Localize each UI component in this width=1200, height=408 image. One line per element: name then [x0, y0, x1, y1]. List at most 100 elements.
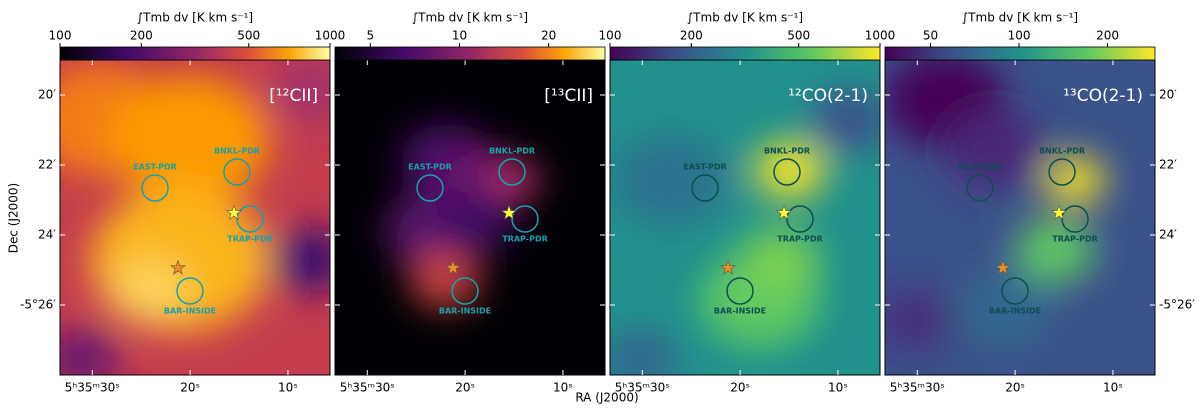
colorbar-label: ∫Tmb dv [K km s⁻¹] [137, 11, 253, 25]
emission [610, 132, 730, 228]
emission [1045, 156, 1105, 204]
region-circle [223, 158, 251, 186]
y-tick-label: 24′ [1159, 228, 1177, 242]
panel: ¹²CO(2-1) EAST-PDR BNKL-PDR TRAP-PDR BAR-INS… [609, 59, 881, 395]
y-tick-label: -5°26′ [20, 298, 56, 312]
colorbar [609, 46, 881, 61]
colorbar-tick-label: 200 [130, 29, 153, 43]
emission [885, 288, 955, 352]
x-tick-label: 10ˢ [1103, 381, 1123, 395]
emission [435, 188, 515, 252]
emission [490, 160, 540, 200]
panel-title: [¹³CII] [544, 86, 593, 106]
emission [410, 252, 480, 308]
star [1051, 204, 1067, 220]
y-tick-label: 22′ [38, 158, 56, 172]
colorbar-tick-label: 200 [1096, 29, 1119, 43]
colorbar-label: ∫Tmb dv [K km s⁻¹] [962, 11, 1078, 25]
emission [810, 88, 880, 152]
x-tick-label: 5ʰ35ᵐ30ˢ [65, 381, 120, 395]
region-label: EAST-PDR [133, 163, 177, 172]
image [610, 60, 880, 375]
region-label: BAR-INSIDE [439, 307, 491, 316]
x-tick-label: 10ˢ [278, 381, 298, 395]
region-circle [966, 174, 994, 202]
region-label: TRAP-PDR [227, 235, 273, 244]
region-circle [726, 277, 754, 305]
colorbar-label: ∫Tmb dv [K km s⁻¹] [412, 11, 528, 25]
emission [270, 228, 330, 292]
image [335, 60, 605, 375]
region-label: BNKL-PDR [214, 147, 260, 156]
star [445, 259, 461, 275]
region-circle [451, 277, 479, 305]
region-circle [498, 158, 526, 186]
y-tick-label: 20′ [1159, 88, 1177, 102]
colorbar-tick-label: 100 [599, 29, 622, 43]
region-circle [773, 158, 801, 186]
x-tick-label: 5ʰ35ᵐ30ˢ [615, 381, 670, 395]
colorbar-label: ∫Tmb dv [K km s⁻¹] [687, 11, 803, 25]
colorbar [59, 46, 331, 61]
emission [945, 110, 1045, 190]
region-circle [1001, 277, 1029, 305]
star [226, 204, 242, 220]
region-label: BAR-INSIDE [164, 307, 216, 316]
colorbar-tick-label: 100 [1008, 29, 1031, 43]
y-tick-label: 20′ [38, 88, 56, 102]
region-circle [416, 174, 444, 202]
emission [610, 328, 680, 375]
region-label: BAR-INSIDE [989, 307, 1041, 316]
x-tick-label: 5ʰ35ᵐ30ˢ [340, 381, 395, 395]
x-axis-label: RA (J2000) [575, 391, 638, 405]
image [885, 60, 1155, 375]
colorbar-tick-label: 50 [923, 29, 938, 43]
x-tick-label: 5ʰ35ᵐ30ˢ [890, 381, 945, 395]
star [501, 204, 517, 220]
region-label: EAST-PDR [408, 163, 452, 172]
colorbar-tick-label: 1000 [865, 29, 896, 43]
region-label: TRAP-PDR [1052, 235, 1098, 244]
region-circle [1061, 205, 1089, 233]
x-tick-label: 20ˢ [455, 381, 475, 395]
region-label: BNKL-PDR [764, 147, 810, 156]
emission [1015, 218, 1095, 282]
region-label: BAR-INSIDE [714, 307, 766, 316]
y-tick-label: -5°26′ [1159, 298, 1195, 312]
region-circle [176, 277, 204, 305]
region-label: TRAP-PDR [502, 235, 548, 244]
image [60, 60, 330, 375]
colorbar-tick-label: 500 [787, 29, 810, 43]
image-structure [60, 60, 330, 375]
emission [110, 76, 270, 204]
image-structure [610, 88, 880, 375]
region-circle [786, 205, 814, 233]
emission [955, 270, 1055, 350]
y-tick-label: 22′ [1159, 158, 1177, 172]
region-label: TRAP-PDR [777, 235, 823, 244]
star [170, 259, 186, 275]
y-tick-label: 24′ [38, 228, 56, 242]
colorbar-tick-label: 10 [452, 29, 467, 43]
y-axis-label: Dec (J2000) [7, 183, 21, 253]
x-tick-label: 20ˢ [1005, 381, 1025, 395]
region-circle [511, 205, 539, 233]
emission [755, 142, 825, 198]
panel: ¹³CO(2-1) EAST-PDR BNKL-PDR TRAP-PDR BAR-INS… [884, 59, 1195, 395]
panel: [¹³CII] EAST-PDR BNKL-PDR TRAP-PDR BAR-INSID… [334, 59, 606, 395]
colorbar-tick-label: 500 [237, 29, 260, 43]
panel-title: [¹²CII] [269, 86, 318, 106]
region-label: BNKL-PDR [1039, 147, 1085, 156]
star [776, 204, 792, 220]
colorbar-tick-label: 5 [366, 29, 374, 43]
colorbar-tick-label: 100 [49, 29, 72, 43]
panel-title: ¹³CO(2-1) [1063, 86, 1143, 106]
region-circle [236, 205, 264, 233]
image-structure [885, 60, 1105, 352]
x-tick-label: 10ˢ [828, 381, 848, 395]
panel-title: ¹²CO(2-1) [788, 86, 868, 106]
region-circle [1048, 158, 1076, 186]
colorbar-tick-label: 1000 [315, 29, 346, 43]
emission [110, 258, 190, 322]
